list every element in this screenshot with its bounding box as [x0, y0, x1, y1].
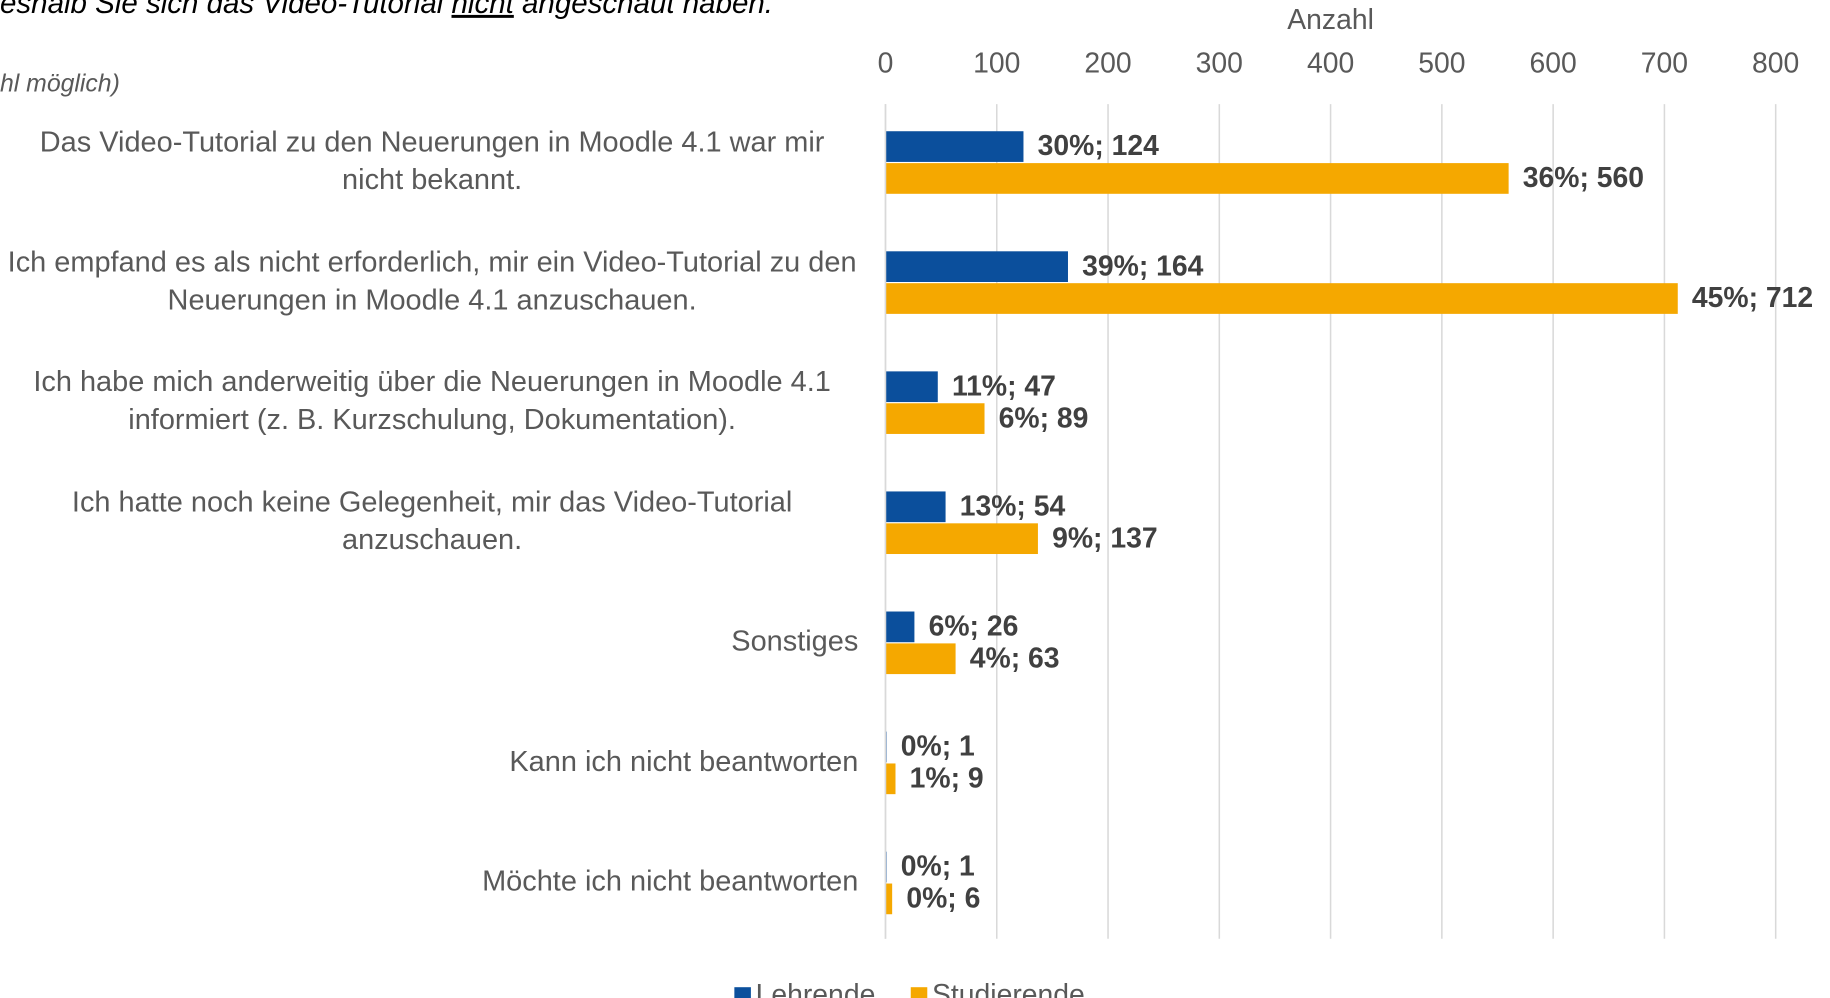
value-label: 9%; 137 [1052, 522, 1158, 554]
category-label-wrap: Kann ich nicht beantworten [0, 709, 858, 815]
category-label-wrap: Ich empfand es als nicht erforderlich, m… [0, 229, 858, 335]
value-label: 4%; 63 [970, 642, 1060, 674]
legend-swatch [910, 987, 928, 998]
value-label: 30%; 124 [1038, 130, 1160, 162]
value-label: 45%; 712 [1692, 282, 1813, 314]
bar [885, 523, 1038, 555]
category-label: Möchte ich nicht beantworten [482, 865, 859, 898]
category-label: Ich hatte noch keine Gelegenheit, mir da… [71, 486, 793, 557]
title-part: eshalb Sie sich das Video-Tutorial [0, 0, 452, 20]
x-tick-label: 500 [1418, 48, 1465, 80]
value-label: 6%; 26 [929, 611, 1019, 643]
category-label-box: Möchte ich nicht beantworten [0, 829, 858, 935]
chart-title: eshalb Sie sich das Video-Tutorial nicht… [0, 0, 773, 20]
x-tick-label: 800 [1752, 48, 1799, 80]
x-axis-label: Anzahl [1287, 4, 1374, 36]
category-label: Das Video-Tutorial zu den Neuerungen in … [39, 126, 825, 197]
bar [885, 251, 1068, 282]
value-label: 1%; 9 [910, 762, 984, 794]
chart-subtitle: hl möglich) [0, 71, 120, 98]
category-label: Kann ich nicht beantworten [509, 745, 859, 778]
bar [885, 131, 1024, 162]
value-label: 36%; 560 [1523, 162, 1644, 194]
category-label-box: Ich empfand es als nicht erforderlich, m… [0, 229, 858, 335]
bar [885, 371, 938, 403]
title-part: nicht [452, 0, 516, 20]
category-label-wrap: Ich habe mich anderweitig über die Neuer… [0, 349, 858, 455]
category-label-wrap: Sonstiges [0, 589, 858, 695]
legend-swatch [734, 987, 751, 998]
bar [885, 163, 1509, 194]
category-label: Ich habe mich anderweitig über die Neuer… [33, 366, 831, 437]
category-label-box: Sonstiges [0, 589, 858, 695]
category-label-wrap: Möchte ich nicht beantworten [0, 829, 858, 935]
category-label: Sonstiges [731, 625, 859, 658]
value-label: 11%; 47 [952, 370, 1056, 402]
value-label: 39%; 164 [1082, 250, 1204, 282]
legend-label: Studierende [932, 979, 1085, 998]
x-tick-label: 600 [1530, 48, 1577, 80]
x-tick-label: 400 [1307, 48, 1354, 80]
category-label-wrap: Das Video-Tutorial zu den Neuerungen in … [0, 109, 858, 215]
value-label: 0%; 1 [901, 731, 975, 763]
bar [885, 883, 893, 915]
x-tick-label: 100 [973, 48, 1020, 80]
category-label-box: Kann ich nicht beantworten [0, 709, 858, 815]
x-tick-label: 200 [1084, 48, 1131, 80]
value-label: 0%; 1 [901, 851, 975, 883]
x-tick-label: 0 [878, 48, 894, 80]
value-label: 6%; 89 [999, 402, 1089, 434]
legend-label: Lehrende [756, 979, 876, 998]
value-label: 13%; 54 [960, 490, 1066, 522]
bar [885, 611, 915, 643]
category-label-box: Ich habe mich anderweitig über die Neuer… [0, 349, 858, 455]
bar [885, 491, 946, 523]
bar [885, 403, 985, 434]
bar [885, 643, 956, 675]
bar [885, 763, 896, 795]
value-label: 0%; 6 [906, 883, 980, 915]
category-label-box: Das Video-Tutorial zu den Neuerungen in … [0, 109, 858, 215]
x-tick-label: 700 [1641, 48, 1688, 80]
category-label: Ich empfand es als nicht erforderlich, m… [7, 246, 857, 317]
category-label-box: Ich hatte noch keine Gelegenheit, mir da… [0, 469, 858, 575]
category-label-wrap: Ich hatte noch keine Gelegenheit, mir da… [0, 469, 858, 575]
bar [885, 283, 1678, 314]
title-part: angeschaut haben. [514, 0, 773, 20]
x-tick-label: 300 [1196, 48, 1243, 80]
